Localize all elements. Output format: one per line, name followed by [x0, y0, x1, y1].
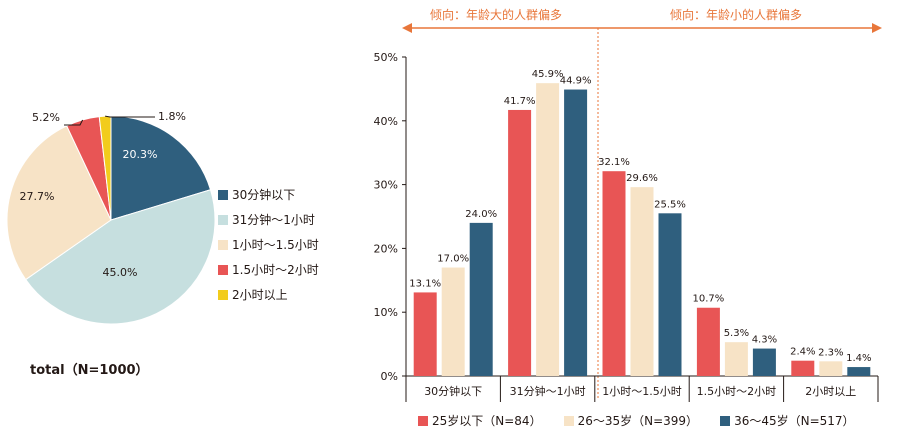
pie-legend-item: 31分钟～1小时: [218, 207, 319, 232]
bar-value-label: 4.3%: [752, 335, 777, 346]
tendency-arrow-head-right: [872, 23, 882, 33]
y-tick-label: 10%: [374, 306, 398, 319]
y-tick-label: 50%: [374, 51, 398, 64]
bar: [696, 307, 720, 376]
bar-value-label: 5.3%: [724, 328, 749, 339]
pie-legend-item: 1小时～1.5小时: [218, 232, 319, 257]
bar-value-label: 32.1%: [598, 157, 630, 168]
y-tick-label: 30%: [374, 179, 398, 192]
bar-value-label: 25.5%: [654, 199, 686, 210]
x-tick-label: 1小时～1.5小时: [602, 385, 682, 398]
bar: [724, 342, 748, 376]
bar-value-label: 45.9%: [532, 69, 564, 80]
pie-slice: [6, 125, 112, 281]
legend-swatch: [218, 289, 228, 300]
pie-leader-line: [105, 115, 155, 118]
bar-legend-item: 25岁以下（N=84）: [418, 412, 542, 429]
bar-legend-item: 26～35岁（N=399）: [563, 412, 698, 429]
bar-value-label: 24.0%: [465, 209, 497, 220]
bar: [602, 171, 626, 376]
bar: [536, 83, 560, 377]
pie-chart: 20.3% 45.0% 27.7% 5.2% 1.8%: [6, 110, 216, 325]
y-tick-label: 20%: [374, 242, 398, 255]
bar-value-label: 2.3%: [818, 347, 843, 358]
pie-legend-item: 30分钟以下: [218, 182, 319, 207]
bar: [413, 292, 437, 376]
pie-value-label: 1.8%: [158, 110, 186, 123]
x-tick-label: 2小时以上: [805, 385, 856, 398]
bar-value-label: 13.1%: [409, 278, 441, 289]
bar: [564, 89, 588, 377]
legend-swatch: [218, 189, 228, 200]
x-tick-label: 31分钟～1小时: [510, 384, 586, 398]
legend-swatch: [218, 239, 228, 250]
tendency-arrow-head-left: [402, 23, 412, 33]
pie-value-label: 20.3%: [123, 148, 158, 161]
legend-swatch: [563, 415, 574, 426]
bar-value-label: 29.6%: [626, 173, 658, 184]
pie-leader-line: [64, 119, 84, 126]
tendency-left-label: 倾向：年龄大的人群偏多: [430, 8, 563, 22]
bar-legend-item: 36～45岁（N=517）: [720, 412, 855, 429]
legend-swatch: [218, 214, 228, 225]
pie-caption: total（N=1000）: [30, 363, 149, 378]
bar: [630, 187, 654, 376]
tendency-right-label: 倾向：年龄小的人群偏多: [670, 8, 803, 22]
bar-value-label: 10.7%: [693, 294, 725, 305]
bar-value-label: 1.4%: [846, 353, 871, 364]
bar-value-label: 17.0%: [437, 254, 469, 265]
bar: [847, 367, 871, 376]
bar: [508, 109, 532, 376]
pie-legend-item: 2小时以上: [218, 282, 319, 307]
bar-value-label: 44.9%: [560, 76, 592, 87]
x-tick-label: 1.5小时～2小时: [697, 385, 777, 398]
pie-value-label: 27.7%: [20, 190, 55, 203]
pie-slice: [98, 115, 112, 221]
pie-legend-item: 1.5小时～2小时: [218, 257, 319, 282]
pie-value-label: 45.0%: [103, 266, 138, 279]
y-tick-label: 40%: [374, 115, 398, 128]
pie-value-label: 5.2%: [32, 111, 60, 124]
bar-legend: 25岁以下（N=84） 26～35岁（N=399） 36～45岁（N=517）: [418, 412, 877, 429]
bar-value-label: 41.7%: [504, 96, 536, 107]
bar: [469, 222, 493, 376]
pie-legend: 30分钟以下 31分钟～1小时 1小时～1.5小时 1.5小时～2小时 2小时以…: [218, 182, 319, 307]
bar: [658, 213, 682, 376]
x-tick-label: 30分钟以下: [424, 384, 482, 398]
bar: [441, 267, 465, 376]
y-tick-label: 0%: [381, 370, 398, 383]
pie-slice: [25, 189, 216, 325]
bar: [752, 348, 776, 376]
legend-swatch: [218, 264, 228, 275]
bar: [819, 361, 843, 376]
legend-swatch: [720, 415, 731, 426]
bar: [791, 360, 815, 376]
bar-value-label: 2.4%: [790, 347, 815, 358]
legend-swatch: [418, 415, 428, 426]
